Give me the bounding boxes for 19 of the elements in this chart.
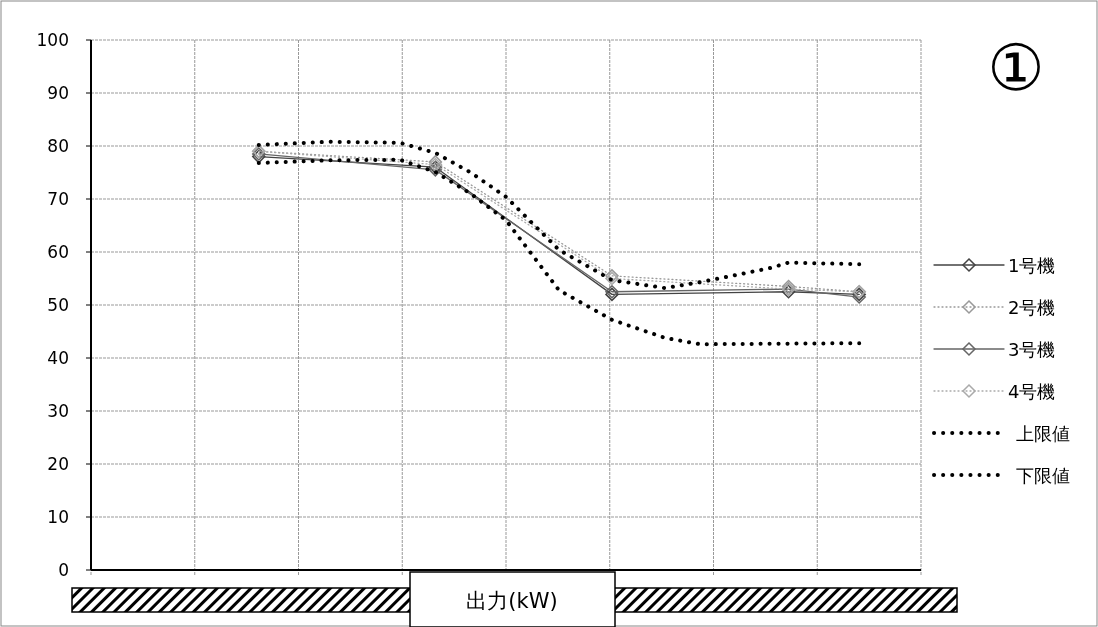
y-tick-label: 20	[47, 454, 69, 474]
legend-label: 1号機	[1008, 255, 1056, 276]
legend-label: 3号機	[1008, 339, 1056, 360]
legend-label: 上限値	[1016, 423, 1070, 444]
y-tick-label: 60	[47, 242, 69, 262]
y-tick-label: 100	[36, 30, 69, 50]
legend-label: 2号機	[1008, 297, 1056, 318]
text: ①	[987, 31, 1045, 105]
x-axis-title: 出力(kW)	[466, 589, 558, 613]
legend-label: 下限値	[1016, 465, 1070, 486]
y-tick-label: 50	[47, 295, 69, 315]
y-tick-label: 10	[47, 507, 69, 527]
y-tick-label: 70	[47, 189, 69, 209]
y-tick-label: 40	[47, 348, 69, 368]
y-tick-label: 0	[58, 560, 69, 580]
y-tick-label: 80	[47, 136, 69, 156]
y-tick-label: 90	[47, 83, 69, 103]
y-tick-label: 30	[47, 401, 69, 421]
legend-label: 4号機	[1008, 381, 1056, 402]
